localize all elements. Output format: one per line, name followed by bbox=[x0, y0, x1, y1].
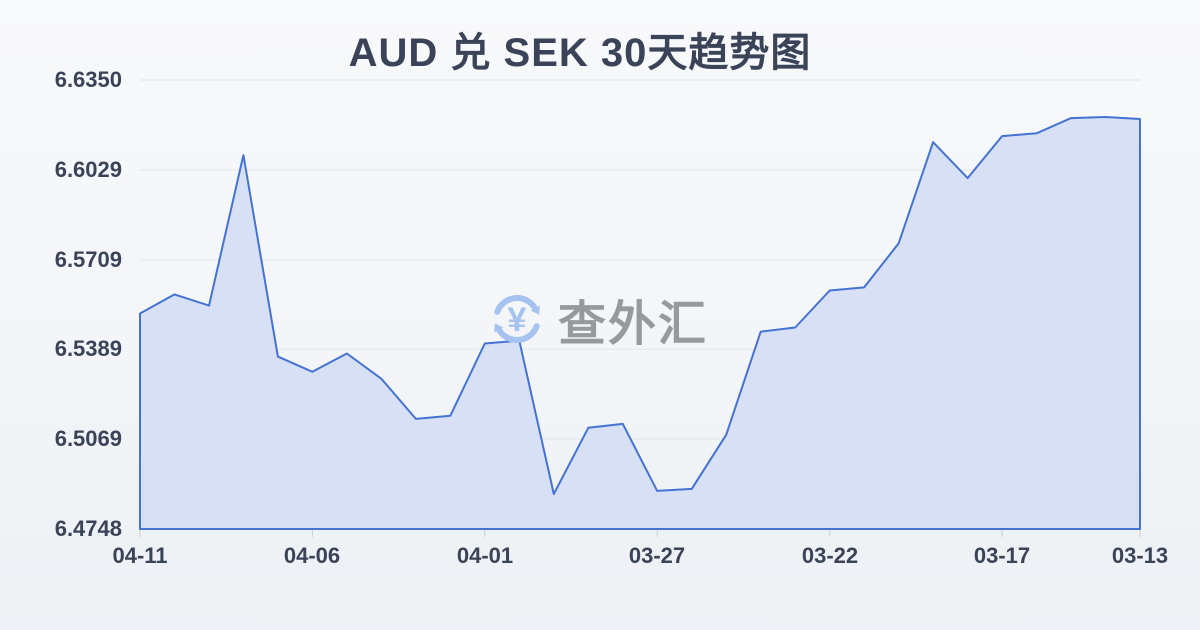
y-tick-label: 6.6029 bbox=[54, 157, 122, 182]
y-tick-label: 6.6350 bbox=[54, 67, 122, 92]
x-tick-label: 04-11 bbox=[112, 543, 168, 568]
x-tick-label: 03-17 bbox=[973, 543, 1031, 568]
y-tick-label: 6.5389 bbox=[54, 336, 122, 361]
area-series bbox=[139, 116, 1141, 530]
x-tick-label: 03-13 bbox=[1111, 543, 1169, 568]
y-tick-label: 6.5069 bbox=[54, 426, 122, 451]
svg-text:¥: ¥ bbox=[508, 301, 527, 339]
watermark-text: 查外汇 bbox=[558, 298, 709, 351]
y-tick-label: 6.4748 bbox=[54, 516, 122, 541]
currency-refresh-icon: ¥ bbox=[494, 295, 540, 343]
y-tick-label: 6.5709 bbox=[54, 247, 122, 272]
x-tick-label: 04-06 bbox=[283, 543, 341, 568]
x-tick-label: 03-22 bbox=[801, 543, 859, 568]
chart-title: AUD 兑 SEK 30天趋势图 bbox=[348, 31, 812, 75]
x-tick-label: 04-01 bbox=[456, 543, 514, 568]
watermark: ¥ 查外汇 bbox=[486, 285, 708, 353]
x-tick-label: 03-27 bbox=[628, 543, 686, 568]
